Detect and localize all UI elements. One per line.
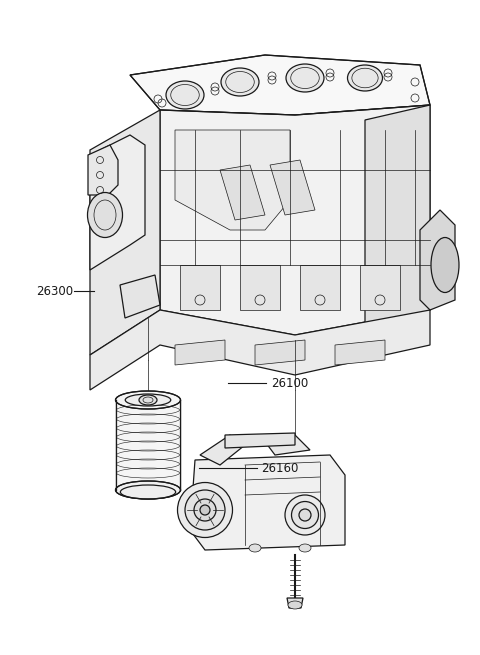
- Polygon shape: [255, 340, 305, 365]
- Ellipse shape: [299, 509, 311, 521]
- Polygon shape: [90, 110, 160, 355]
- Ellipse shape: [286, 64, 324, 92]
- Polygon shape: [420, 210, 455, 310]
- Polygon shape: [88, 145, 118, 195]
- Polygon shape: [300, 265, 340, 310]
- Polygon shape: [360, 265, 400, 310]
- Polygon shape: [270, 160, 315, 215]
- Polygon shape: [90, 310, 430, 390]
- Text: 26300: 26300: [36, 285, 73, 298]
- Text: 26100: 26100: [271, 377, 309, 390]
- Polygon shape: [335, 340, 385, 365]
- Ellipse shape: [431, 238, 459, 293]
- Ellipse shape: [116, 391, 180, 409]
- Polygon shape: [287, 598, 303, 608]
- Text: 26160: 26160: [262, 462, 299, 475]
- Ellipse shape: [200, 505, 210, 515]
- Ellipse shape: [291, 502, 319, 529]
- Polygon shape: [365, 105, 430, 340]
- Ellipse shape: [249, 544, 261, 552]
- Polygon shape: [175, 130, 290, 230]
- Polygon shape: [190, 455, 345, 550]
- Ellipse shape: [299, 544, 311, 552]
- Polygon shape: [130, 55, 430, 115]
- Polygon shape: [90, 135, 145, 270]
- Polygon shape: [116, 400, 180, 490]
- Ellipse shape: [288, 601, 302, 609]
- Ellipse shape: [221, 68, 259, 96]
- Ellipse shape: [194, 499, 216, 521]
- Ellipse shape: [285, 495, 325, 535]
- Polygon shape: [160, 105, 430, 335]
- Polygon shape: [175, 340, 225, 365]
- Ellipse shape: [116, 481, 180, 499]
- Polygon shape: [225, 433, 295, 448]
- Ellipse shape: [139, 395, 157, 405]
- Ellipse shape: [166, 81, 204, 109]
- Polygon shape: [240, 265, 280, 310]
- Ellipse shape: [185, 490, 225, 530]
- Polygon shape: [200, 435, 245, 465]
- Ellipse shape: [120, 485, 176, 499]
- Ellipse shape: [178, 483, 232, 538]
- Polygon shape: [120, 275, 160, 318]
- Polygon shape: [220, 165, 265, 220]
- Ellipse shape: [87, 193, 122, 238]
- Polygon shape: [180, 265, 220, 310]
- Ellipse shape: [348, 65, 383, 91]
- Ellipse shape: [125, 394, 171, 406]
- Polygon shape: [260, 435, 310, 455]
